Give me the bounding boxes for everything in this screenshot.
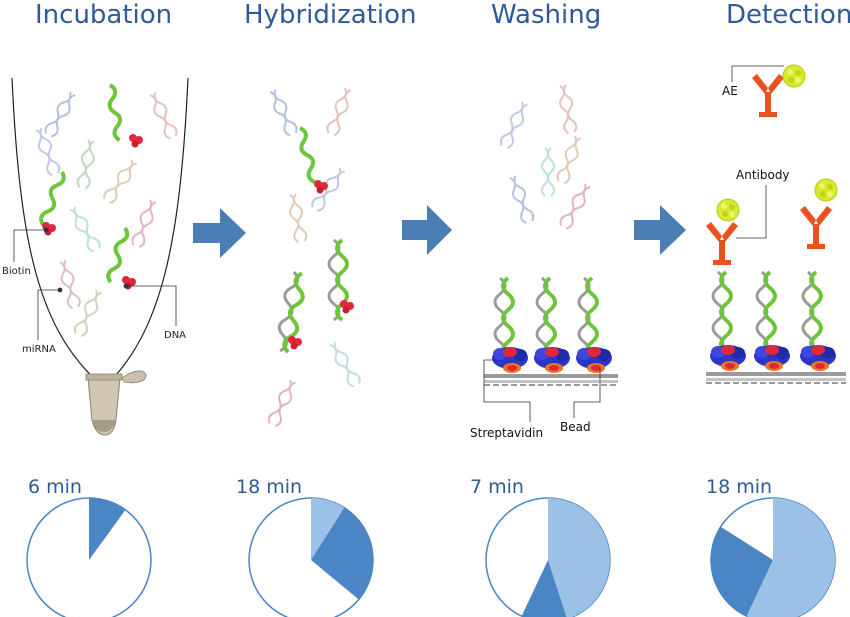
- arrow-2: [402, 205, 452, 255]
- stage-title-hybridization: Hybridization: [244, 0, 417, 30]
- stage-title-incubation: Incubation: [35, 0, 173, 30]
- label-streptavidin: Streptavidin: [470, 426, 544, 440]
- pie-slice-previous: [548, 498, 611, 617]
- stage-title-washing: Washing: [491, 0, 602, 30]
- pie-slice-previous: [746, 498, 835, 617]
- pie-slice-current: [521, 560, 567, 617]
- incubation-tube: [11, 77, 189, 436]
- label-ae: AE: [722, 84, 738, 98]
- arrow-3: [634, 205, 686, 255]
- pie-slice-previous: [311, 498, 345, 560]
- pie-slice-current: [711, 526, 773, 617]
- label-biotin: Biotin: [2, 266, 31, 277]
- arrow-1: [193, 208, 246, 258]
- washing-callouts: [483, 359, 601, 422]
- stage-title-detection: Detection: [726, 0, 850, 30]
- time-label-hybridization: 18 min: [236, 476, 303, 498]
- label-bead: Bead: [560, 420, 591, 434]
- pie-slice-current: [311, 507, 373, 600]
- time-pies: [26, 497, 836, 617]
- label-dna: DNA: [164, 330, 187, 341]
- washing-strands: [497, 83, 594, 232]
- label-antibody: Antibody: [736, 168, 790, 182]
- pie-slice-current: [89, 498, 126, 560]
- detection-bound-complex: [706, 178, 846, 384]
- hybridization-strands: [265, 85, 363, 429]
- washing-bead-surface: [484, 276, 618, 386]
- label-mirna: miRNA: [22, 344, 56, 355]
- time-label-incubation: 6 min: [28, 476, 82, 498]
- time-label-washing: 7 min: [470, 476, 524, 498]
- detection-free-antibody: [731, 64, 806, 117]
- incubation-strands: [32, 82, 180, 339]
- incubation-callouts: [13, 227, 177, 340]
- time-label-detection: 18 min: [706, 476, 773, 498]
